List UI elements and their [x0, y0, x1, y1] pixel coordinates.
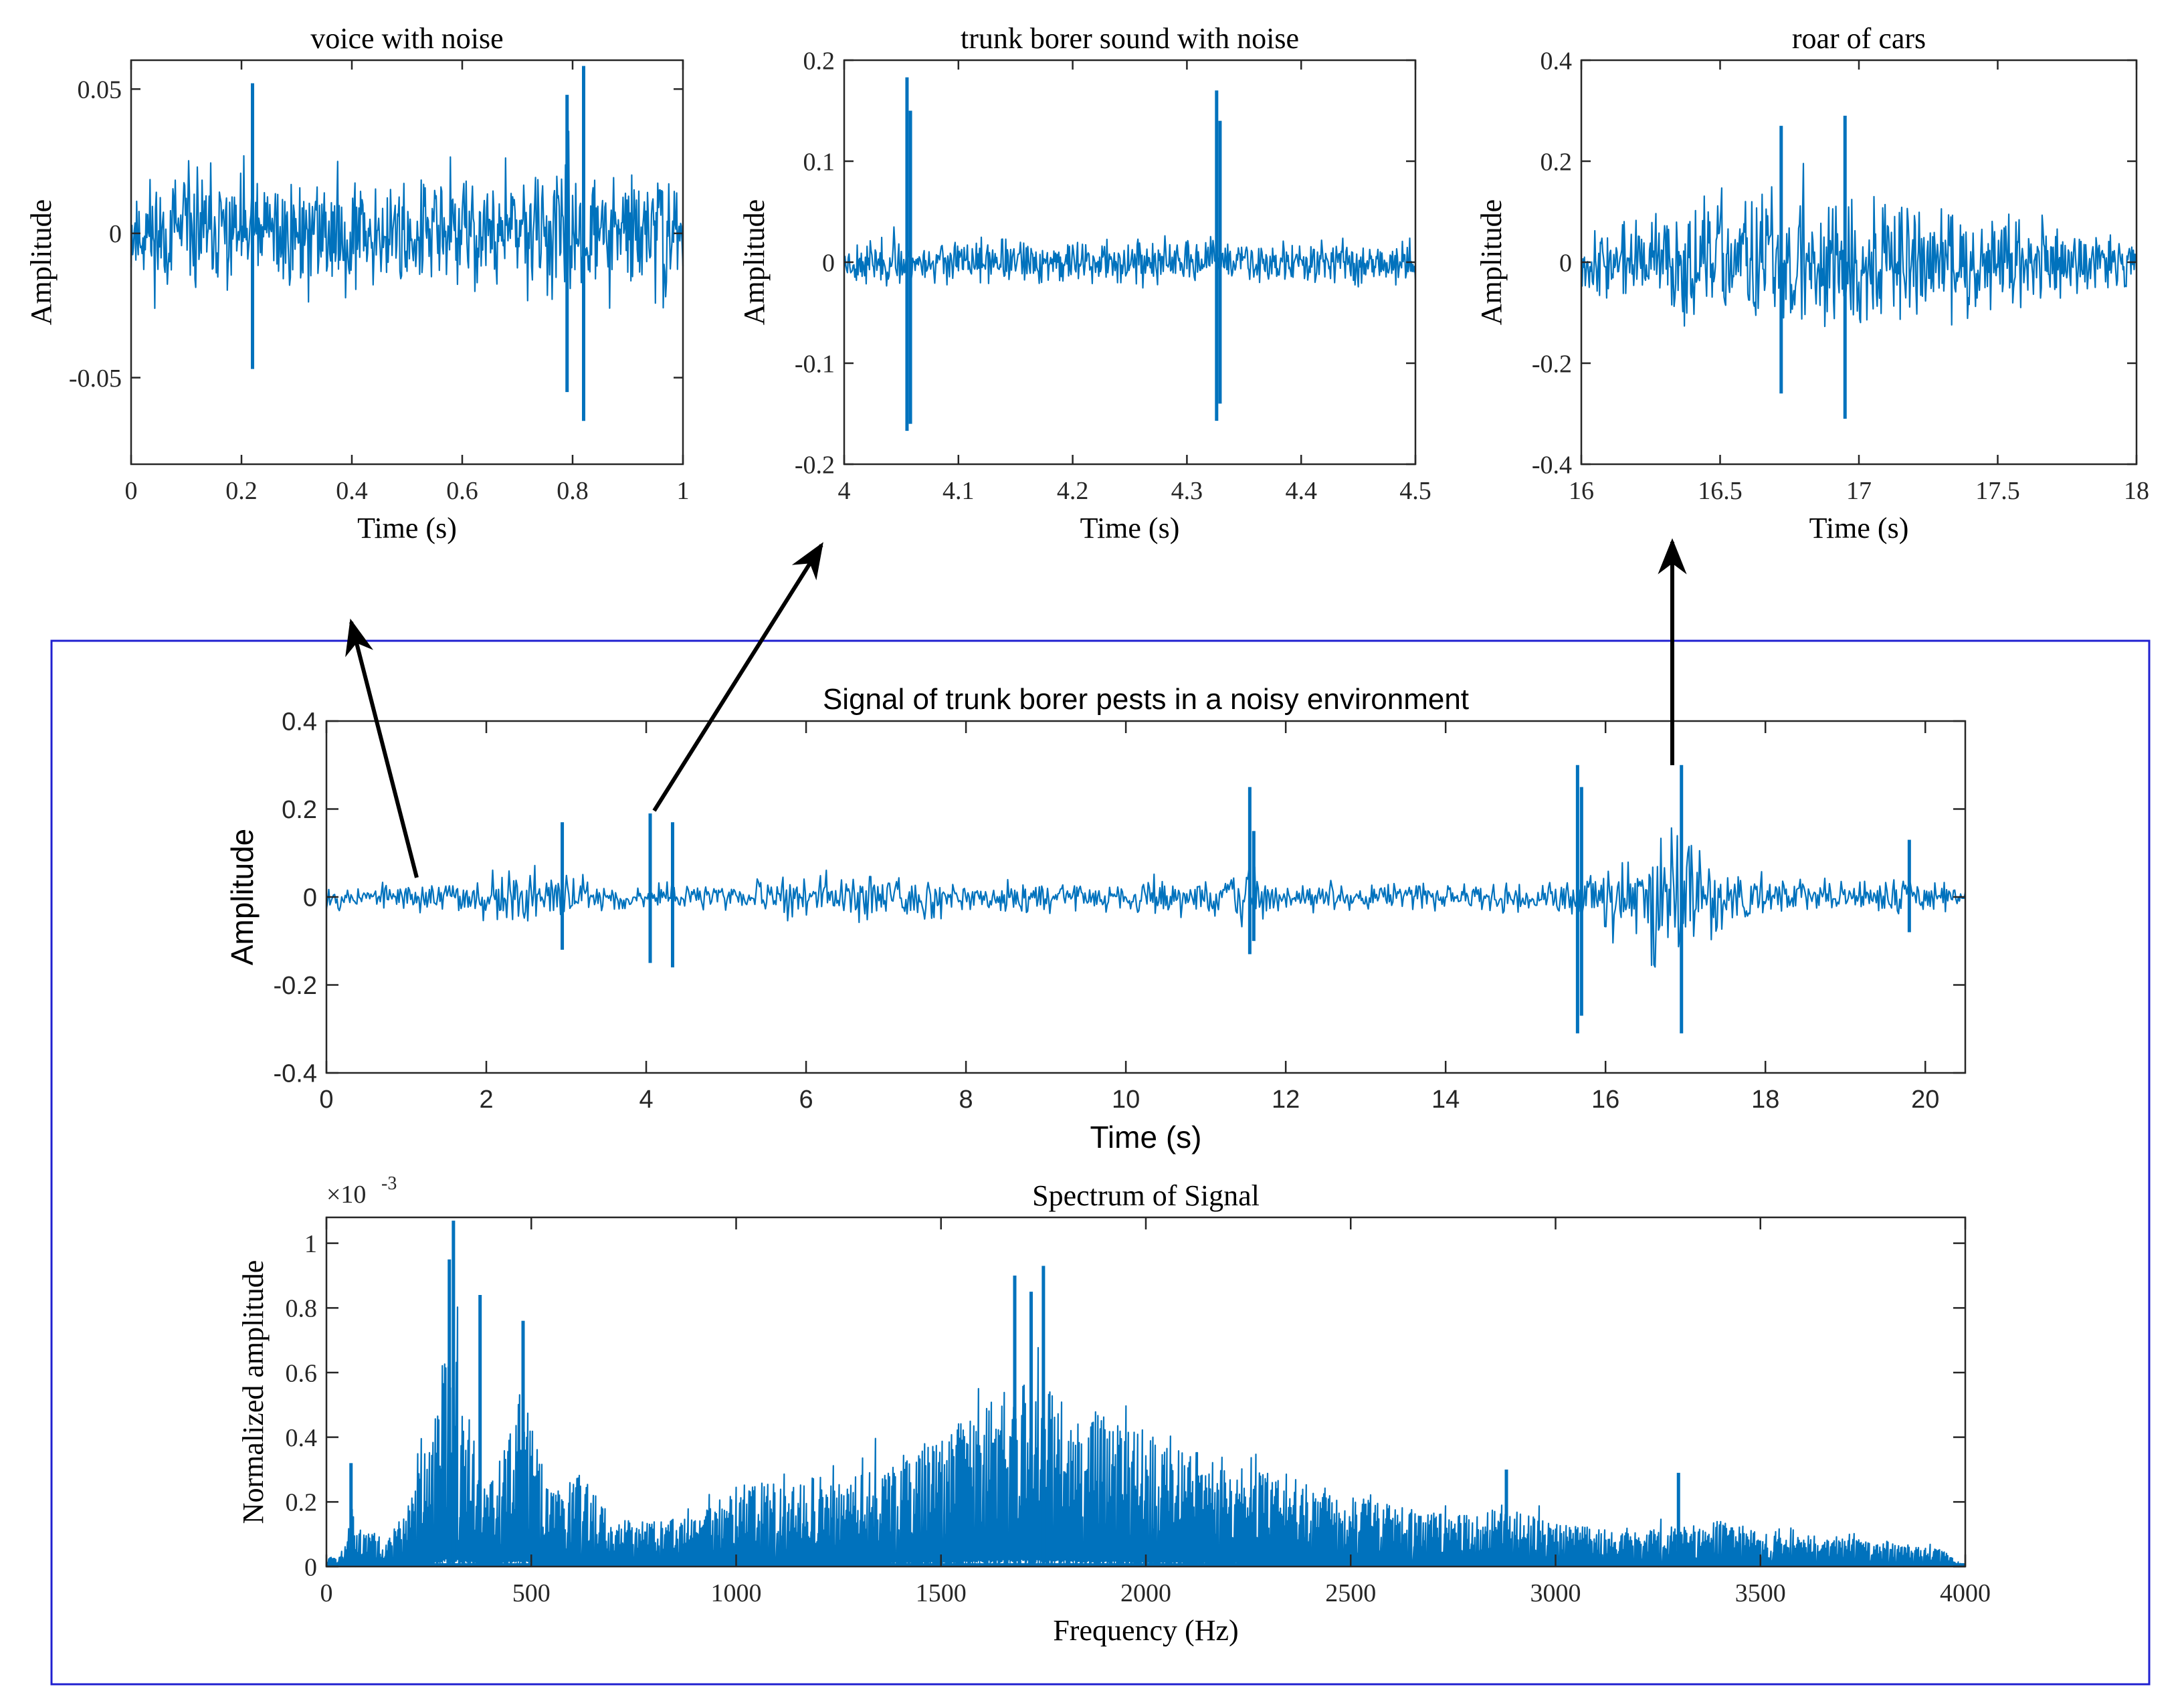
voice-xtick-label: 0.8 — [557, 477, 589, 505]
voice-ylabel: Amplitude — [25, 199, 58, 325]
spectrum-series-line — [325, 1306, 1965, 1568]
signal-ytick-label: 0 — [303, 884, 317, 912]
spectrum-xtick-label: 0 — [320, 1579, 333, 1607]
trunk-ytick-label: 0.2 — [803, 47, 835, 75]
cars-ytick-label: 0 — [1559, 249, 1572, 277]
chart-trunk: 4 4.1 4.2 4.3 4.4 4.5 -0.2 -0.1 0 0.1 0.2 trunk bor… — [738, 22, 1431, 544]
cars-xtick-label: 17 — [1846, 477, 1872, 505]
cars-title: roar of cars — [1792, 22, 1926, 55]
voice-xtick-label: 0.6 — [446, 477, 478, 505]
trunk-ytick-label: -0.2 — [795, 451, 835, 479]
signal-ytick-label: -0.4 — [274, 1060, 317, 1088]
chart-signal: 0 2 4 6 8 10 12 14 16 18 20 -0.4 -0.2 0 0.2 0.4 Signal o… — [225, 683, 1967, 1155]
voice-ytick-label: -0.05 — [69, 365, 122, 393]
cars-ytick-label: -0.2 — [1532, 350, 1572, 378]
signal-title: Signal of trunk borer pests in a noisy e… — [823, 683, 1469, 716]
signal-xtick-label: 20 — [1911, 1086, 1939, 1114]
voice-xtick-label: 0.4 — [336, 477, 368, 505]
trunk-xtick-label: 4.2 — [1057, 477, 1089, 505]
trunk-ytick-label: 0 — [822, 249, 835, 277]
voice-title: voice with noise — [310, 22, 503, 55]
signal-xtick-label: 4 — [639, 1086, 653, 1114]
main-panel-frame — [50, 639, 2151, 1686]
trunk-xtick-label: 4.4 — [1285, 477, 1317, 505]
spectrum-ytick-label: 0.2 — [286, 1489, 318, 1517]
signal-xtick-label: 14 — [1431, 1086, 1460, 1114]
spectrum-ytick-label: 0.4 — [286, 1424, 318, 1452]
chart-voice: 0 0.2 0.4 0.6 0.8 1 -0.05 0 0.05 voice with noise… — [25, 22, 690, 544]
cars-ytick-label: -0.4 — [1532, 451, 1572, 479]
signal-xtick-label: 16 — [1591, 1086, 1619, 1114]
cars-xlabel: Time (s) — [1809, 512, 1909, 544]
voice-ytick-label: 0 — [109, 220, 122, 248]
signal-ytick-label: -0.2 — [274, 972, 317, 1000]
signal-ytick-label: 0.2 — [282, 796, 317, 824]
spectrum-ytick-label: 1 — [304, 1230, 317, 1258]
voice-series-line — [130, 130, 684, 309]
trunk-xtick-label: 4.5 — [1399, 477, 1431, 505]
signal-xtick-label: 0 — [319, 1086, 333, 1114]
spectrum-ytick-label: 0.6 — [286, 1359, 318, 1387]
signal-ytick-label: 0.4 — [282, 708, 317, 736]
spectrum-yexponent: ×10 — [326, 1181, 366, 1209]
spectrum-xtick-label: 1500 — [916, 1579, 967, 1607]
cars-xtick-label: 16.5 — [1698, 477, 1743, 505]
trunk-ylabel: Amplitude — [738, 199, 771, 325]
spectrum-ytick-label: 0 — [304, 1553, 317, 1581]
spectrum-xtick-label: 3000 — [1530, 1579, 1581, 1607]
cars-ytick-label: 0.4 — [1541, 47, 1573, 75]
voice-xtick-label: 0 — [125, 477, 138, 505]
trunk-ytick-label: 0.1 — [803, 148, 835, 176]
signal-series-line — [325, 827, 1967, 968]
cars-xtick-label: 16 — [1569, 477, 1594, 505]
voice-xlabel: Time (s) — [357, 512, 457, 544]
cars-ylabel: Amplitude — [1475, 199, 1508, 325]
cars-xtick-label: 18 — [2124, 477, 2149, 505]
spectrum-xtick-label: 4000 — [1940, 1579, 1991, 1607]
cars-ytick-label: 0.2 — [1541, 148, 1573, 176]
voice-xtick-label: 0.2 — [225, 477, 258, 505]
signal-xlabel: Time (s) — [1090, 1120, 1202, 1155]
trunk-xlabel: Time (s) — [1080, 512, 1180, 544]
arrows-layer — [345, 538, 1687, 878]
spectrum-xtick-label: 2000 — [1120, 1579, 1171, 1607]
voice-ytick-label: 0.05 — [78, 76, 122, 104]
trunk-ytick-label: -0.1 — [795, 350, 835, 378]
spectrum-xtick-label: 2500 — [1325, 1579, 1376, 1607]
spectrum-xtick-label: 500 — [512, 1579, 551, 1607]
spectrum-xlabel: Frequency (Hz) — [1053, 1614, 1238, 1647]
cars-series-line — [1580, 163, 2138, 328]
spectrum-title: Spectrum of Signal — [1032, 1179, 1260, 1212]
signal-xtick-label: 8 — [959, 1086, 973, 1114]
trunk-xtick-label: 4.1 — [942, 477, 975, 505]
signal-xtick-label: 18 — [1751, 1086, 1779, 1114]
signal-ylabel: Amplitude — [225, 829, 260, 966]
spectrum-xtick-label: 1000 — [711, 1579, 762, 1607]
trunk-xtick-label: 4 — [838, 477, 851, 505]
spectrum-ytick-label: 0.8 — [286, 1295, 318, 1323]
cars-xtick-label: 17.5 — [1975, 477, 2020, 505]
spectrum-ylabel: Normalized amplitude — [237, 1260, 270, 1524]
voice-xtick-label: 1 — [677, 477, 690, 505]
arrow-to-voice — [345, 618, 419, 878]
trunk-title: trunk borer sound with noise — [961, 22, 1299, 55]
voice-axes-box — [130, 59, 684, 466]
trunk-series-line — [843, 226, 1417, 289]
spectrum-xtick-label: 3500 — [1735, 1579, 1786, 1607]
arrow-to-trunk — [652, 542, 823, 812]
trunk-xtick-label: 4.3 — [1171, 477, 1203, 505]
chart-cars: 16 16.5 17 17.5 18 -0.4 -0.2 0 0.2 0.4 roar of car… — [1475, 22, 2149, 544]
chart-spectrum: 0 500 1000 1500 2000 2500 3000 3500 4000 0 0.2 0.4 0… — [237, 1173, 1991, 1647]
signal-xtick-label: 10 — [1112, 1086, 1140, 1114]
spectrum-yexponent-power: -3 — [381, 1173, 397, 1194]
signal-xtick-label: 12 — [1272, 1086, 1300, 1114]
charts-layer: 0 0.2 0.4 0.6 0.8 1 -0.05 0 0.05 voice with noise… — [25, 22, 2149, 1647]
signal-xtick-label: 6 — [799, 1086, 813, 1114]
signal-xtick-label: 2 — [479, 1086, 493, 1114]
